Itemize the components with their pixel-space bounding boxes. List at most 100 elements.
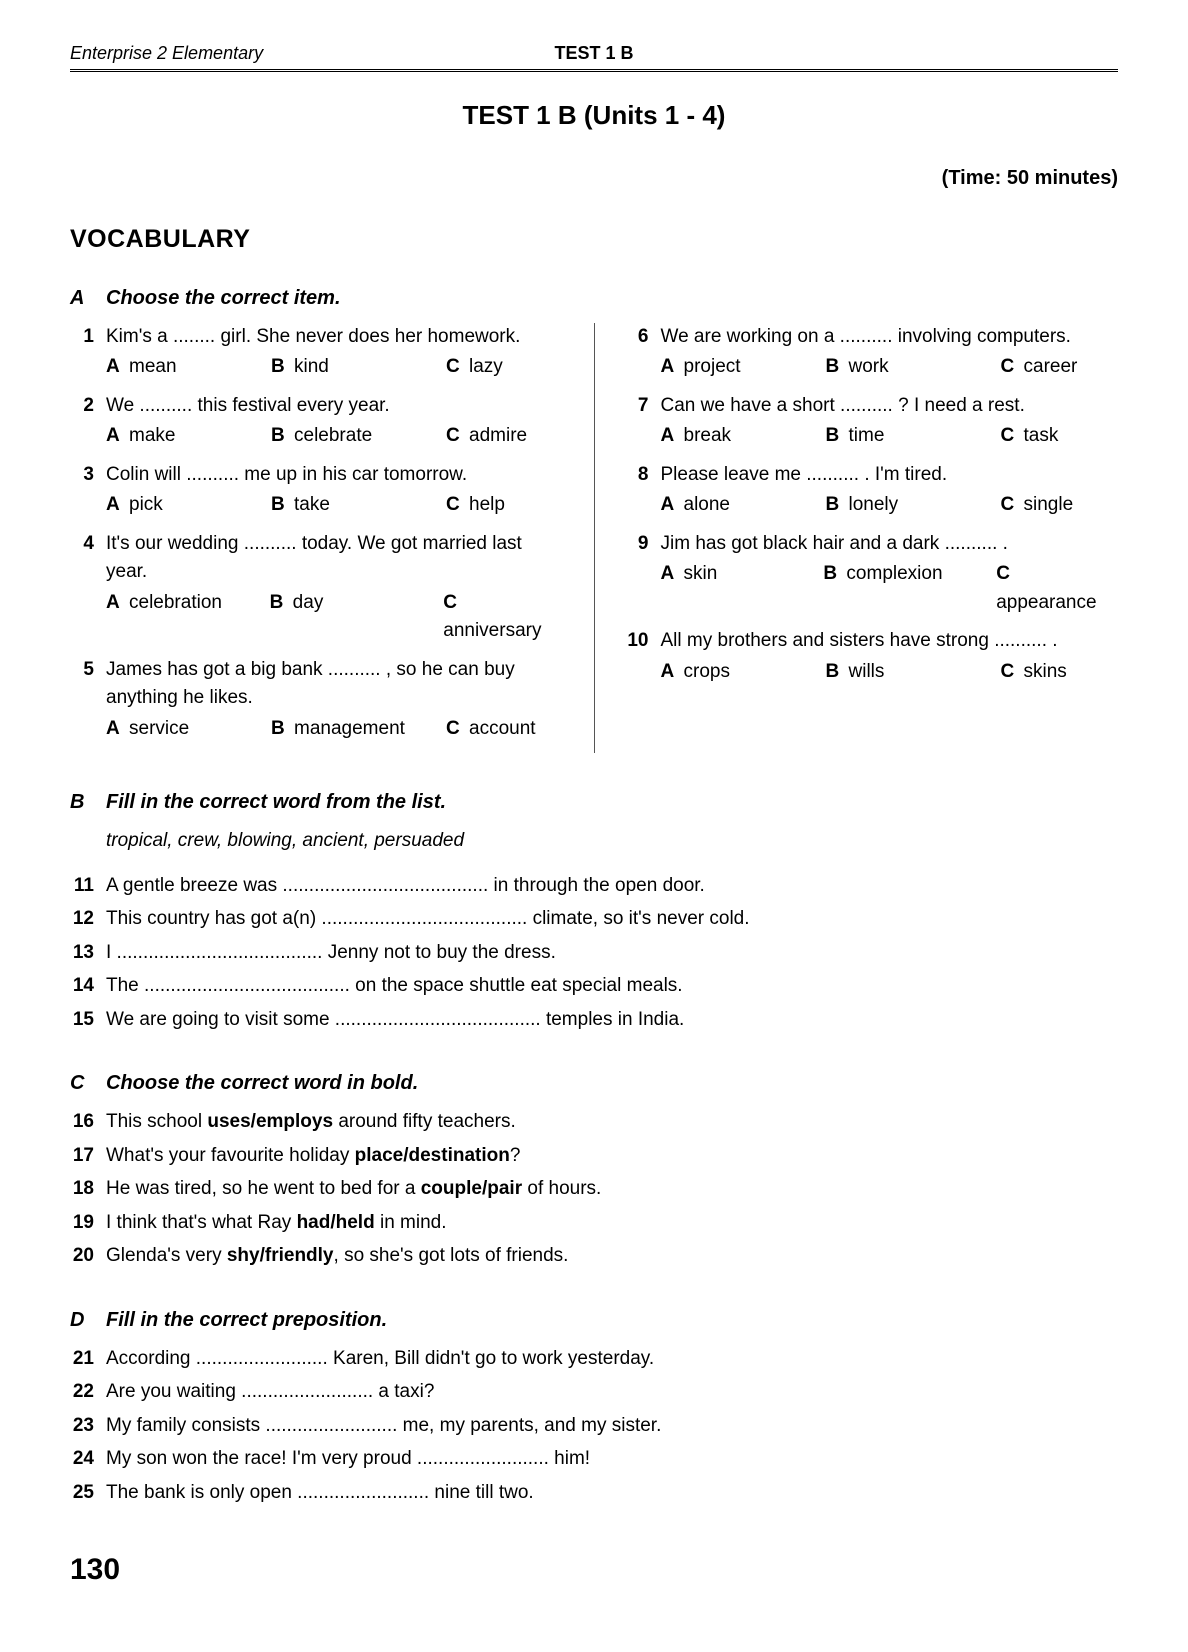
bold-choice: shy/friendly xyxy=(227,1245,334,1266)
section-instruction: Choose the correct item. xyxy=(106,283,341,313)
question-text: We are working on a .......... involving… xyxy=(661,323,1119,352)
question-number: 25 xyxy=(70,1479,94,1508)
question-text: Colin will .......... me up in his car t… xyxy=(106,461,564,490)
question-number: 2 xyxy=(70,392,94,451)
question-text: It's our wedding .......... today. We go… xyxy=(106,530,564,587)
question-text: The bank is only open ..................… xyxy=(106,1479,1118,1508)
question-text: James has got a big bank .......... , so… xyxy=(106,656,564,713)
question: 14 The .................................… xyxy=(70,972,1118,1001)
section-d-header: D Fill in the correct preposition. xyxy=(70,1305,1118,1335)
bold-choice: uses/employs xyxy=(207,1111,333,1132)
question-text: What's your favourite holiday place/dest… xyxy=(106,1142,1118,1171)
section-a: A Choose the correct item. 1 Kim's a ...… xyxy=(70,283,1118,754)
question-number: 16 xyxy=(70,1108,94,1137)
option-c: C appearance xyxy=(996,560,1118,617)
book-title: Enterprise 2 Elementary xyxy=(70,40,419,67)
question-body: Kim's a ........ girl. She never does he… xyxy=(106,323,564,382)
question-options: A break B time C task xyxy=(661,422,1119,451)
option-a: A project xyxy=(661,353,826,382)
question-body: We are working on a .......... involving… xyxy=(661,323,1119,382)
option-b: B day xyxy=(270,589,444,646)
question-options: A alone B lonely C single xyxy=(661,491,1119,520)
title-subtitle: (Units 1 - 4) xyxy=(584,100,726,130)
section-c-items: 16 This school uses/employs around fifty… xyxy=(70,1108,1118,1271)
question: 12 This country has got a(n) ...........… xyxy=(70,905,1118,934)
question-number: 3 xyxy=(70,461,94,520)
question-text: Glenda's very shy/friendly, so she's got… xyxy=(106,1242,1118,1271)
question-options: A skin B complexion C appearance xyxy=(661,560,1119,617)
question-body: Jim has got black hair and a dark ......… xyxy=(661,530,1119,618)
option-b: B take xyxy=(271,491,446,520)
question: 25 The bank is only open ...............… xyxy=(70,1479,1118,1508)
column-divider xyxy=(594,323,595,754)
question-text: We are going to visit some .............… xyxy=(106,1006,1118,1035)
option-b: B work xyxy=(826,353,1001,382)
question-text: We .......... this festival every year. xyxy=(106,392,564,421)
question-options: A make B celebrate C admire xyxy=(106,422,564,451)
option-c: C career xyxy=(1001,353,1078,382)
question: 1 Kim's a ........ girl. She never does … xyxy=(70,323,564,382)
question-body: It's our wedding .......... today. We go… xyxy=(106,530,564,646)
question-number: 5 xyxy=(70,656,94,744)
section-a-columns: 1 Kim's a ........ girl. She never does … xyxy=(70,323,1118,754)
question-options: A celebration B day C anniversary xyxy=(106,589,564,646)
option-a: A crops xyxy=(661,658,826,687)
question-text: He was tired, so he went to bed for a co… xyxy=(106,1175,1118,1204)
option-c: C task xyxy=(1001,422,1059,451)
question: 18 He was tired, so he went to bed for a… xyxy=(70,1175,1118,1204)
question-number: 18 xyxy=(70,1175,94,1204)
question-text: All my brothers and sisters have strong … xyxy=(661,627,1119,656)
question: 4 It's our wedding .......... today. We … xyxy=(70,530,564,646)
question-text: Are you waiting ........................… xyxy=(106,1378,1118,1407)
question: 15 We are going to visit some ..........… xyxy=(70,1006,1118,1035)
question-number: 10 xyxy=(625,627,649,686)
option-a: A alone xyxy=(661,491,826,520)
question-body: Can we have a short .......... ? I need … xyxy=(661,392,1119,451)
question: 6 We are working on a .......... involvi… xyxy=(625,323,1119,382)
question-options: A mean B kind C lazy xyxy=(106,353,564,382)
question: 3 Colin will .......... me up in his car… xyxy=(70,461,564,520)
question: 8 Please leave me .......... . I'm tired… xyxy=(625,461,1119,520)
question: 20 Glenda's very shy/friendly, so she's … xyxy=(70,1242,1118,1271)
option-b: B complexion xyxy=(823,560,996,617)
option-c: C single xyxy=(1001,491,1074,520)
question-text: This school uses/employs around fifty te… xyxy=(106,1108,1118,1137)
question-number: 12 xyxy=(70,905,94,934)
section-b-items: 11 A gentle breeze was .................… xyxy=(70,872,1118,1035)
question-body: Please leave me .......... . I'm tired. … xyxy=(661,461,1119,520)
question-number: 20 xyxy=(70,1242,94,1271)
option-a: A make xyxy=(106,422,271,451)
question-body: Colin will .......... me up in his car t… xyxy=(106,461,564,520)
question-number: 23 xyxy=(70,1412,94,1441)
question-text: I think that's what Ray had/held in mind… xyxy=(106,1209,1118,1238)
option-a: A mean xyxy=(106,353,271,382)
header-test-label: TEST 1 B xyxy=(419,40,768,67)
question: 9 Jim has got black hair and a dark ....… xyxy=(625,530,1119,618)
section-c-header: C Choose the correct word in bold. xyxy=(70,1068,1118,1098)
question: 19 I think that's what Ray had/held in m… xyxy=(70,1209,1118,1238)
question: 11 A gentle breeze was .................… xyxy=(70,872,1118,901)
question-text: The ....................................… xyxy=(106,972,1118,1001)
section-b-header: B Fill in the correct word from the list… xyxy=(70,787,1118,817)
question: 7 Can we have a short .......... ? I nee… xyxy=(625,392,1119,451)
option-b: B lonely xyxy=(826,491,1001,520)
option-a: A celebration xyxy=(106,589,270,646)
option-b: B management xyxy=(271,715,446,744)
page-number: 130 xyxy=(70,1547,1118,1592)
section-a-header: A Choose the correct item. xyxy=(70,283,1118,313)
question: 24 My son won the race! I'm very proud .… xyxy=(70,1445,1118,1474)
question-number: 21 xyxy=(70,1345,94,1374)
page-header: Enterprise 2 Elementary TEST 1 B xyxy=(70,40,1118,72)
question-number: 19 xyxy=(70,1209,94,1238)
question-number: 1 xyxy=(70,323,94,382)
question-number: 17 xyxy=(70,1142,94,1171)
title-main: TEST 1 B xyxy=(463,100,577,130)
question-number: 24 xyxy=(70,1445,94,1474)
option-c: C lazy xyxy=(446,353,503,382)
option-a: A skin xyxy=(661,560,824,617)
section-letter: B xyxy=(70,787,92,817)
question-text: My son won the race! I'm very proud ....… xyxy=(106,1445,1118,1474)
option-c: C help xyxy=(446,491,505,520)
section-letter: A xyxy=(70,283,92,313)
option-a: A pick xyxy=(106,491,271,520)
